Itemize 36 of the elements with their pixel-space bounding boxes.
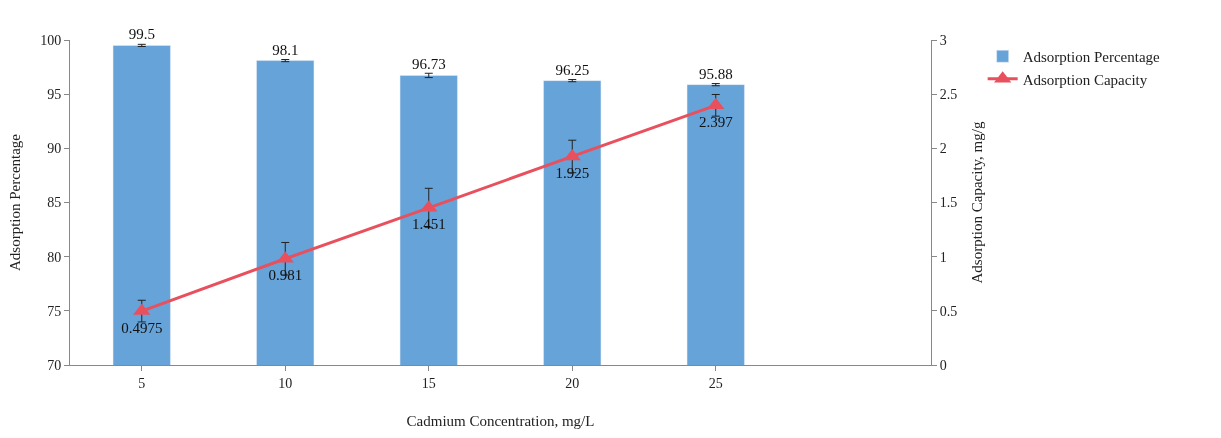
data-label: 99.5 <box>128 26 155 43</box>
data-label: 1.451 <box>411 216 446 233</box>
y2-tick-label: 1 <box>939 249 947 265</box>
y2-tick-label: 2.5 <box>939 87 958 103</box>
data-label: 98.1 <box>272 41 299 58</box>
y-tick-label: 95 <box>47 87 62 103</box>
y2-tick-label: 1.5 <box>939 195 958 211</box>
y2-tick-label: 0.5 <box>939 303 958 319</box>
y-tick-label: 85 <box>47 195 62 211</box>
data-label: 96.73 <box>411 56 446 73</box>
x-tick-label: 15 <box>421 375 436 391</box>
legend-label: Adsorption Capacity <box>1022 71 1148 88</box>
x-axis-title: Cadmium Concentration, mg/L <box>406 412 595 429</box>
y-tick-label: 100 <box>40 32 62 48</box>
data-label: 2.397 <box>698 113 734 130</box>
data-label: 0.4975 <box>121 319 163 336</box>
y-tick-label: 90 <box>47 141 62 157</box>
data-label: 0.981 <box>268 267 303 284</box>
y2-tick-label: 2 <box>939 141 947 157</box>
data-label: 96.25 <box>555 61 590 78</box>
y-tick-label: 80 <box>47 249 62 265</box>
x-tick-label: 5 <box>138 375 146 391</box>
y-axis-title: Adsorption Percentage <box>7 133 24 272</box>
point <box>563 148 581 161</box>
legend-label: Adsorption Percentage <box>1022 49 1161 66</box>
x-tick-label: 10 <box>278 375 293 391</box>
data-label: 95.88 <box>698 65 733 82</box>
x-tick-label: 25 <box>708 375 723 391</box>
y-tick-label: 70 <box>47 357 62 373</box>
data-label: 1.925 <box>555 165 590 182</box>
y2-axis-title: Adsorption Capacity, mg/g <box>969 121 986 284</box>
y-tick-label: 75 <box>47 303 62 319</box>
point <box>707 97 725 110</box>
y2-tick-label: 3 <box>939 32 947 48</box>
y2-tick-label: 0 <box>939 357 947 373</box>
x-tick-label: 20 <box>565 375 580 391</box>
